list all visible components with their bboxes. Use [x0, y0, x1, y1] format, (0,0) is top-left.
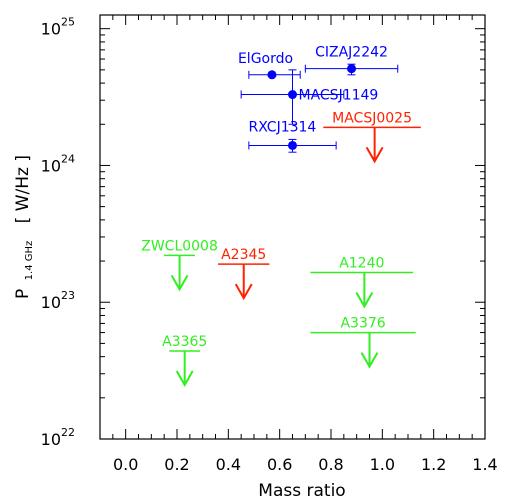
- data-point: [288, 90, 297, 100]
- svg-text:P 1.4 GHz [ W/Hz ]: P 1.4 GHz [ W/Hz ]: [13, 155, 37, 299]
- upper-limit-zwcl0008: ZWCL0008: [141, 238, 218, 292]
- point-label: A1240: [339, 255, 384, 271]
- point-label: A3365: [162, 334, 207, 350]
- data-point: [267, 70, 277, 80]
- y-axis: 1022 1023 1024 1025: [41, 16, 485, 449]
- x-tick-label: 0.2: [164, 455, 189, 474]
- x-axis: 0.0 0.2 0.4 0.6 0.8 1.0 1.2 1.4: [99, 15, 498, 474]
- detection-cizaj2242: [304, 63, 399, 76]
- upper-limit-a3376: A3376: [310, 316, 416, 369]
- upper-limit-macsj0025: MACSJ0025: [323, 110, 421, 164]
- x-tick-label: 0.4: [216, 455, 241, 474]
- data-point: [347, 64, 357, 74]
- y-axis-label-unit: [ W/Hz ]: [13, 155, 33, 223]
- limit-arrow-head: [234, 283, 253, 301]
- x-tick-label: 0.0: [113, 455, 138, 474]
- limit-arrow-head: [170, 274, 189, 292]
- limit-arrow-head: [360, 352, 379, 369]
- y-tick-label: 1023: [41, 289, 75, 312]
- point-label: CIZAJ2242: [315, 45, 388, 61]
- y-tick-label: 1024: [41, 152, 75, 175]
- point-label: A2345: [221, 247, 266, 263]
- upper-limit-a1240: A1240: [310, 255, 414, 309]
- x-tick-label: 0.8: [318, 455, 343, 474]
- point-label: MACSJ1149: [299, 88, 379, 104]
- y-axis-label: P 1.4 GHz [ W/Hz ]: [13, 155, 37, 299]
- limit-arrow-head: [365, 146, 384, 164]
- detection-elgordo: [248, 70, 301, 80]
- data-point: [288, 140, 297, 150]
- point-label: RXCJ1314: [249, 119, 317, 135]
- limit-arrow-head: [355, 291, 374, 309]
- y-axis-label-sub: 1.4 GHz: [24, 241, 35, 281]
- point-label: ElGordo: [238, 51, 293, 67]
- detection-macsj1149: [240, 69, 345, 125]
- upper-limit-a2345: A2345: [218, 247, 270, 301]
- limit-arrow-head: [175, 370, 194, 388]
- point-label: A3376: [340, 316, 385, 332]
- x-tick-label: 0.6: [267, 455, 292, 474]
- point-label: ZWCL0008: [141, 238, 218, 254]
- point-label: MACSJ0025: [332, 110, 412, 126]
- y-tick-label: 1022: [41, 426, 75, 449]
- x-tick-label: 1.0: [370, 455, 395, 474]
- upper-limit-a3365: A3365: [162, 334, 207, 388]
- y-axis-label-main: P: [13, 289, 33, 299]
- y-tick-label: 1025: [41, 16, 75, 39]
- x-tick-label: 1.4: [472, 455, 497, 474]
- x-axis-label: Mass ratio: [258, 481, 345, 501]
- detection-rxcj1314: [248, 138, 337, 153]
- x-tick-label: 1.2: [421, 455, 446, 474]
